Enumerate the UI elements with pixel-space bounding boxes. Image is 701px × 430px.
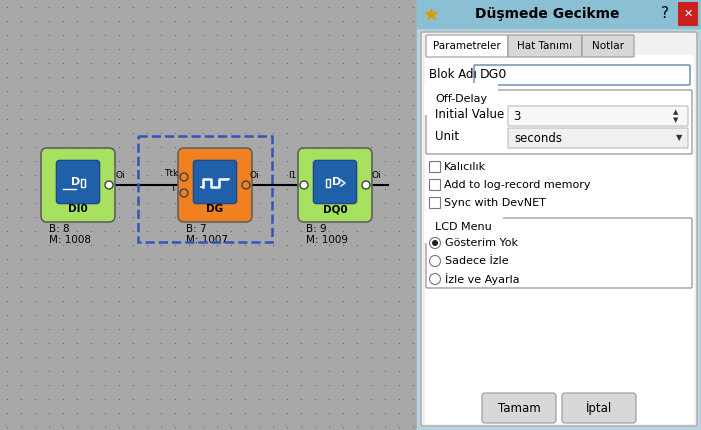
Text: D: D	[332, 177, 341, 187]
Text: M: 1009: M: 1009	[306, 235, 348, 245]
Text: DG0: DG0	[480, 68, 508, 82]
Circle shape	[105, 181, 113, 189]
FancyBboxPatch shape	[508, 106, 688, 126]
Text: DQ0: DQ0	[322, 204, 347, 214]
Bar	[138, 136, 272, 242]
Circle shape	[180, 173, 188, 181]
Text: DI0: DI0	[68, 204, 88, 214]
Text: Düşmede Gecikme: Düşmede Gecikme	[475, 7, 619, 21]
FancyBboxPatch shape	[582, 35, 634, 57]
Circle shape	[432, 240, 438, 246]
Text: 3: 3	[513, 110, 520, 123]
Text: Unit: Unit	[435, 130, 459, 144]
Bar	[425, 55, 693, 423]
FancyBboxPatch shape	[482, 393, 556, 423]
Bar	[417, 0, 701, 28]
Text: M: 1007: M: 1007	[186, 235, 228, 245]
Text: İzle ve Ayarla: İzle ve Ayarla	[445, 273, 519, 285]
Text: Add to log-record memory: Add to log-record memory	[444, 179, 590, 190]
Text: M: 1008: M: 1008	[49, 235, 91, 245]
Circle shape	[300, 181, 308, 189]
Text: Oi: Oi	[115, 171, 125, 180]
Text: ▼: ▼	[676, 133, 682, 142]
Text: ▼: ▼	[674, 117, 679, 123]
FancyBboxPatch shape	[508, 128, 688, 148]
Text: seconds: seconds	[514, 132, 562, 144]
Text: Gösterim Yok: Gösterim Yok	[445, 238, 518, 248]
FancyBboxPatch shape	[426, 90, 692, 154]
Text: Initial Value: Initial Value	[435, 108, 504, 122]
Text: LCD Menu: LCD Menu	[435, 222, 491, 232]
Circle shape	[430, 237, 440, 249]
Bar	[81, 179, 85, 187]
Text: B: 9: B: 9	[306, 224, 327, 234]
Text: Kalıcılık: Kalıcılık	[444, 162, 486, 172]
Bar	[429, 179, 440, 190]
Text: Tamam: Tamam	[498, 402, 540, 415]
FancyBboxPatch shape	[562, 393, 636, 423]
Circle shape	[430, 255, 440, 267]
Text: Sync with DevNET: Sync with DevNET	[444, 197, 546, 208]
FancyBboxPatch shape	[474, 65, 690, 85]
Circle shape	[430, 273, 440, 285]
Text: D: D	[72, 177, 81, 187]
Text: Sadece İzle: Sadece İzle	[445, 256, 509, 266]
FancyBboxPatch shape	[313, 160, 357, 203]
Text: Oi: Oi	[250, 171, 259, 180]
Text: Off-Delay: Off-Delay	[435, 94, 487, 104]
Text: I1: I1	[288, 171, 297, 180]
FancyBboxPatch shape	[56, 160, 100, 203]
Text: İptal: İptal	[586, 401, 612, 415]
Circle shape	[362, 181, 370, 189]
Text: Oi: Oi	[372, 171, 381, 180]
FancyBboxPatch shape	[41, 148, 115, 222]
Bar	[326, 179, 330, 187]
Bar	[429, 161, 440, 172]
Text: Blok Adı: Blok Adı	[429, 68, 477, 80]
FancyBboxPatch shape	[678, 2, 698, 26]
Text: DG: DG	[206, 204, 224, 214]
FancyBboxPatch shape	[298, 148, 372, 222]
Text: Parametreler: Parametreler	[433, 41, 501, 51]
Text: ?: ?	[661, 6, 669, 22]
Text: Ttk: Ttk	[164, 169, 178, 178]
Circle shape	[242, 181, 250, 189]
FancyBboxPatch shape	[426, 218, 692, 288]
Bar	[417, 0, 701, 430]
Text: B: 7: B: 7	[186, 224, 207, 234]
Text: ✕: ✕	[683, 9, 693, 19]
FancyBboxPatch shape	[193, 160, 237, 203]
Text: B: 8: B: 8	[49, 224, 69, 234]
Bar	[429, 197, 440, 208]
Bar	[0, 0, 417, 430]
Text: ▲: ▲	[674, 109, 679, 115]
FancyBboxPatch shape	[178, 148, 252, 222]
Text: Notlar: Notlar	[592, 41, 624, 51]
Text: T: T	[170, 184, 175, 193]
Circle shape	[180, 189, 188, 197]
FancyBboxPatch shape	[508, 35, 582, 57]
Text: Hat Tanımı: Hat Tanımı	[517, 41, 573, 51]
FancyBboxPatch shape	[426, 35, 508, 57]
FancyBboxPatch shape	[421, 32, 697, 426]
